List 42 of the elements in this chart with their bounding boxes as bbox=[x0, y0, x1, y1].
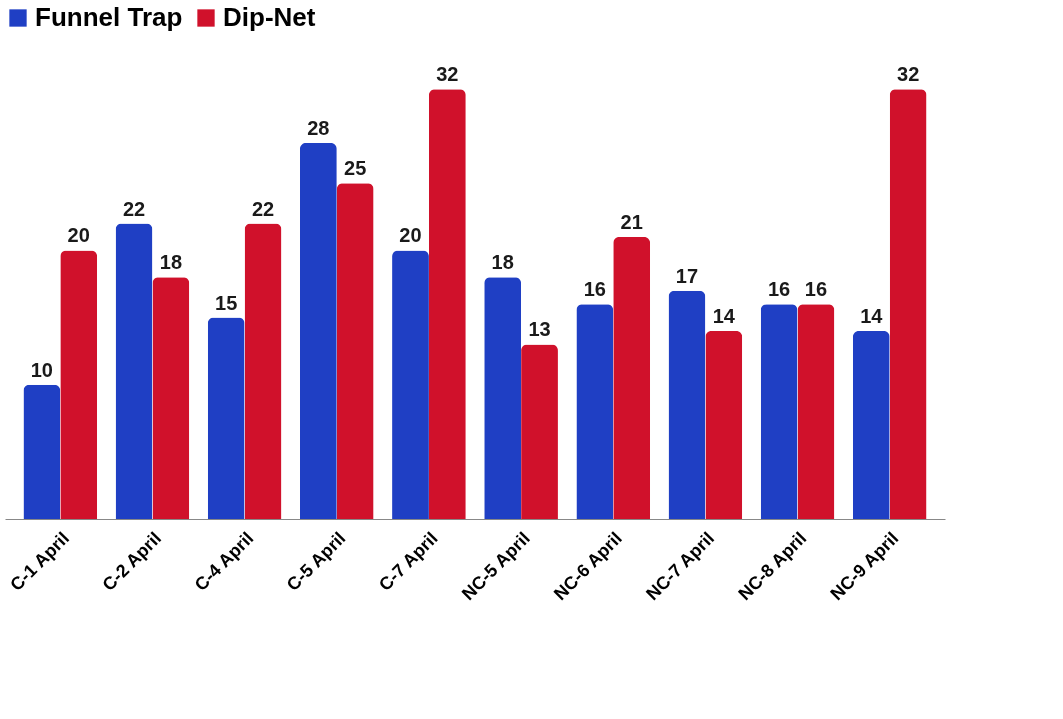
bar bbox=[668, 290, 706, 519]
data-label: 18 bbox=[491, 251, 514, 274]
legend-label: Funnel Trap bbox=[35, 2, 183, 32]
bar bbox=[797, 304, 835, 519]
bar bbox=[392, 250, 429, 519]
data-label: 21 bbox=[620, 211, 643, 233]
bar bbox=[428, 89, 466, 519]
bar bbox=[521, 344, 558, 519]
bar bbox=[244, 223, 282, 519]
data-label: 28 bbox=[307, 117, 330, 139]
data-label: 16 bbox=[767, 278, 791, 301]
bar bbox=[115, 223, 153, 519]
data-label: 10 bbox=[30, 358, 53, 381]
bar bbox=[613, 237, 651, 519]
data-label: 14 bbox=[860, 305, 884, 327]
data-label: 25 bbox=[344, 157, 367, 180]
bar bbox=[336, 183, 374, 519]
data-label: 20 bbox=[399, 224, 422, 247]
data-label: 13 bbox=[528, 318, 551, 341]
data-label: 14 bbox=[712, 305, 736, 327]
data-label: 17 bbox=[675, 264, 699, 287]
bar bbox=[852, 331, 890, 519]
bar bbox=[207, 317, 245, 519]
data-label: 22 bbox=[122, 197, 146, 220]
data-label: 16 bbox=[804, 278, 828, 301]
data-label: 32 bbox=[897, 63, 920, 86]
data-label: 32 bbox=[436, 63, 459, 86]
legend-label: Dip-Net bbox=[223, 2, 316, 32]
data-label: 16 bbox=[583, 278, 606, 301]
bar bbox=[760, 304, 798, 519]
data-label: 22 bbox=[251, 197, 275, 220]
bar bbox=[705, 331, 743, 519]
data-label: 20 bbox=[67, 224, 90, 247]
bar bbox=[152, 277, 190, 519]
bar bbox=[23, 384, 61, 519]
bar bbox=[60, 250, 98, 519]
data-label: 15 bbox=[215, 291, 238, 314]
bar bbox=[889, 89, 927, 519]
bar bbox=[299, 143, 337, 519]
data-label: 18 bbox=[159, 251, 183, 274]
bar bbox=[576, 304, 614, 519]
bar bbox=[484, 277, 522, 519]
